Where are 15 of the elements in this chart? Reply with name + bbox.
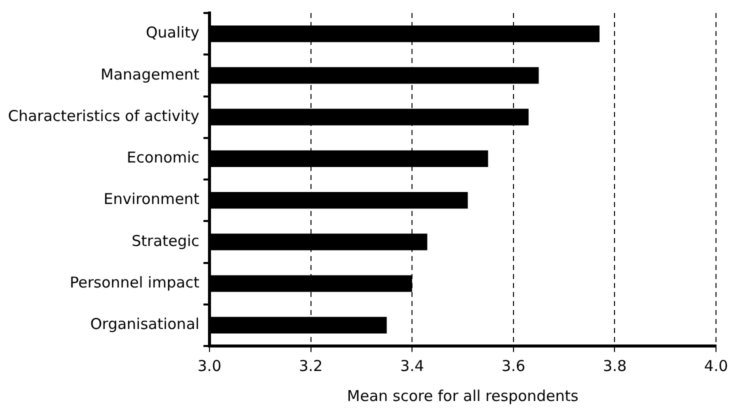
y-tick-label: Strategic xyxy=(132,232,200,250)
y-tick-label: Organisational xyxy=(90,315,200,334)
y-tick-label: Characteristics of activity xyxy=(8,106,200,125)
y-tick-label: Quality xyxy=(146,24,200,42)
x-tick-label: 3.2 xyxy=(298,356,323,375)
y-tick-label: Environment xyxy=(104,190,200,208)
y-tick-label: Economic xyxy=(126,148,200,167)
x-tick-label: 3.0 xyxy=(198,356,222,375)
x-tick-label: 3.8 xyxy=(602,356,627,375)
y-tick-label: Personnel impact xyxy=(70,273,200,292)
y-tick-label: Management xyxy=(100,65,200,84)
x-tick-label: 4.0 xyxy=(704,356,728,375)
x-axis-title: Mean score for all respondents xyxy=(347,386,579,405)
x-tick-label: 3.4 xyxy=(400,356,424,375)
x-tick-label: 3.6 xyxy=(501,356,526,375)
